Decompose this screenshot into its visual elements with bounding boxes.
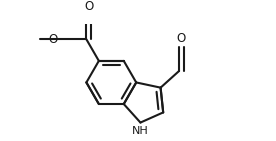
Text: NH: NH: [132, 126, 149, 136]
Text: O: O: [177, 32, 186, 45]
Text: O: O: [49, 33, 58, 46]
Text: O: O: [84, 0, 93, 13]
